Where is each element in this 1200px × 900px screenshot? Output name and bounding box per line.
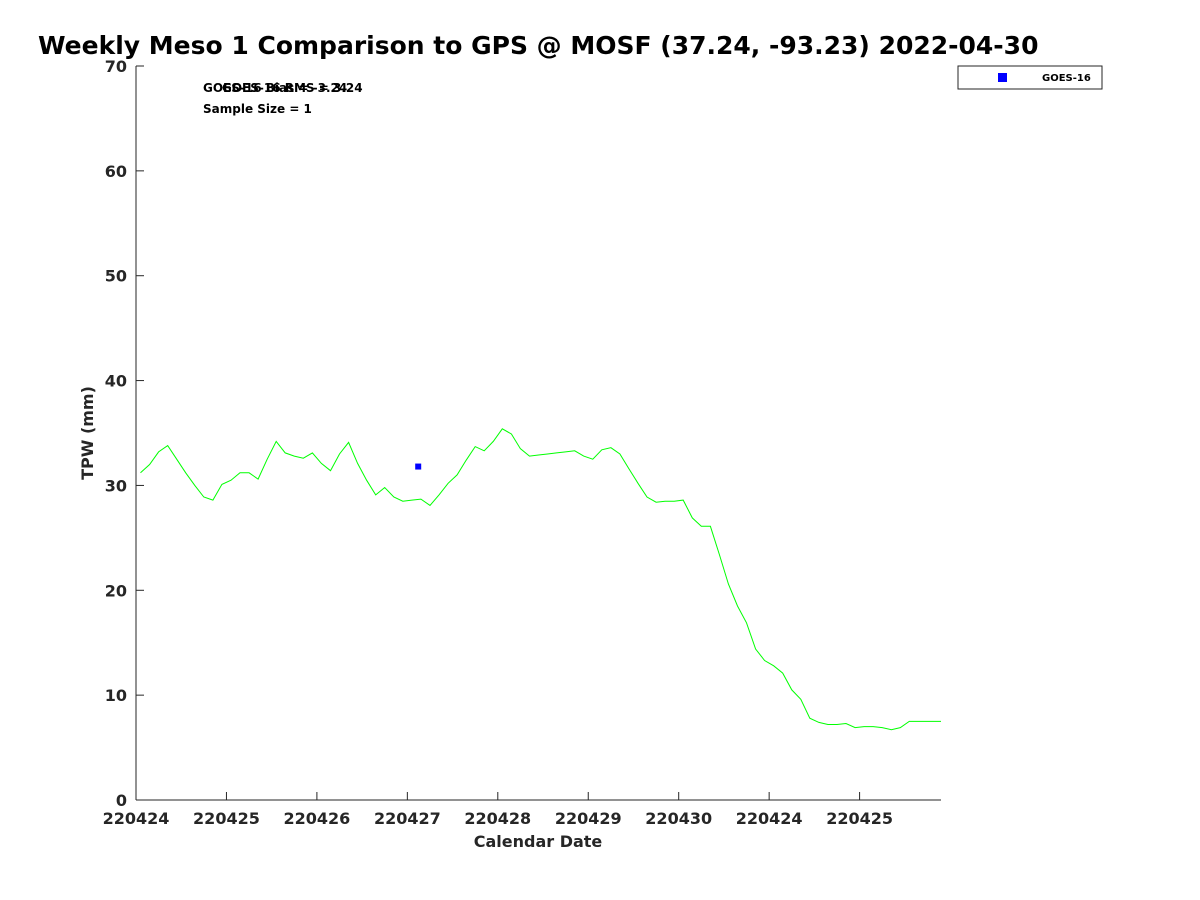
legend: GOES-16 xyxy=(957,65,1103,90)
y-tick-label: 0 xyxy=(116,791,127,810)
chart-title: Weekly Meso 1 Comparison to GPS @ MOSF (… xyxy=(38,31,1038,60)
x-tick-label: 220424 xyxy=(103,809,170,828)
x-tick-label: 220430 xyxy=(645,809,712,828)
x-axis-label: Calendar Date xyxy=(474,832,603,851)
x-tick-label: 220426 xyxy=(284,809,351,828)
bias-annotation: GOES-16 Bias = -3.24 xyxy=(203,81,347,95)
y-tick-label: 60 xyxy=(105,162,127,181)
goes16-point xyxy=(415,463,422,470)
x-tick-label: 220425 xyxy=(193,809,260,828)
x-tick-label: 220429 xyxy=(555,809,622,828)
y-tick-label: 70 xyxy=(105,57,127,76)
legend-label-goes16: GOES-16 xyxy=(1042,73,1091,84)
y-tick-label: 40 xyxy=(105,372,127,391)
y-axis-label: TPW (mm) xyxy=(78,386,97,480)
legend-marker-goes16 xyxy=(998,73,1007,82)
x-tick-label: 220428 xyxy=(464,809,531,828)
y-tick-label: 30 xyxy=(105,476,127,495)
series-layer xyxy=(140,428,941,731)
y-ticks: 0 10 20 30 40 50 60 70 xyxy=(105,57,144,810)
y-tick-label: 50 xyxy=(105,267,127,286)
sample-size-annotation: Sample Size = 1 xyxy=(203,102,312,116)
gps-tpw-line xyxy=(140,428,941,731)
rms-annotation: GOES-16 RMS = 3.24 xyxy=(222,81,363,95)
y-tick-label: 10 xyxy=(105,686,127,705)
x-tick-label: 220425 xyxy=(826,809,893,828)
x-ticks: 220424 220425 220426 220427 220428 220429 2204… xyxy=(103,792,893,828)
x-tick-label: 220427 xyxy=(374,809,441,828)
x-tick-label: 220424 xyxy=(736,809,803,828)
legend-box xyxy=(957,65,1103,90)
y-tick-label: 20 xyxy=(105,581,127,600)
